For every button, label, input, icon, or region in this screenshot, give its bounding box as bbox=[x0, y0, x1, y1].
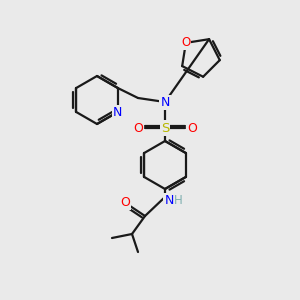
Text: O: O bbox=[133, 122, 143, 134]
Text: H: H bbox=[174, 194, 182, 206]
Text: O: O bbox=[120, 196, 130, 208]
Text: O: O bbox=[187, 122, 197, 134]
Text: N: N bbox=[164, 194, 174, 206]
Text: S: S bbox=[161, 122, 169, 134]
Text: N: N bbox=[160, 95, 170, 109]
Text: O: O bbox=[181, 36, 190, 50]
Text: N: N bbox=[113, 106, 122, 118]
